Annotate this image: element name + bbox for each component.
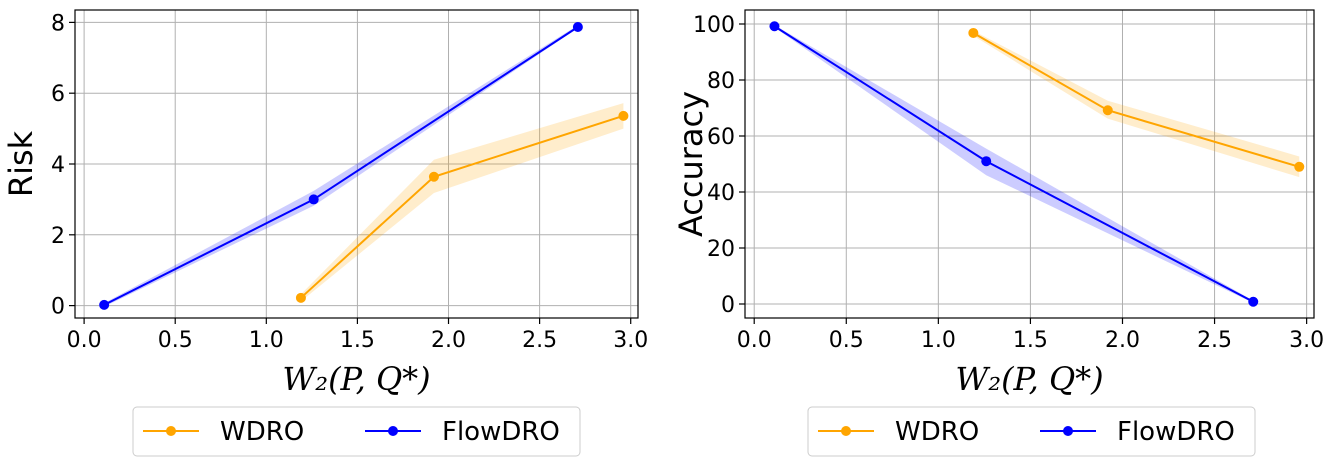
- legend: WDRO FlowDRO: [132, 406, 581, 457]
- axes-frame: [744, 9, 1315, 319]
- confidence-band-flowdro: [104, 25, 578, 307]
- y-tick-label: 2: [51, 224, 65, 249]
- accuracy-chart: 0.0 0.5 1.0 1.5 2.0 2.5 3.0 0 20 40 60 80 100 W₂(P, Q…: [672, 9, 1324, 457]
- data-point-wdro: [295, 292, 306, 303]
- data-point-flowdro: [308, 194, 319, 205]
- y-tick-label: 0: [721, 293, 735, 318]
- y-tick-label: 6: [51, 82, 65, 107]
- y-tick-label: 0: [51, 295, 65, 320]
- data-point-wdro: [1294, 161, 1305, 172]
- x-tick-label: 3.0: [1289, 328, 1324, 353]
- y-tick-label: 40: [707, 181, 735, 206]
- x-tick-label: 1.5: [340, 328, 375, 353]
- x-tick-label: 0.0: [737, 328, 772, 353]
- data-point-flowdro: [572, 21, 583, 32]
- legend-box: [132, 406, 581, 457]
- data-point-flowdro: [99, 299, 110, 310]
- confidence-band-wdro: [973, 30, 1300, 178]
- y-tick-label: 100: [693, 13, 735, 38]
- x-tick-label: 0.5: [158, 328, 193, 353]
- legend-label-flowdro: FlowDRO: [442, 417, 560, 447]
- x-tick-label: 2.5: [1197, 328, 1232, 353]
- data-point-wdro: [618, 110, 629, 121]
- legend-label-wdro: WDRO: [220, 417, 304, 447]
- legend: WDRO FlowDRO: [807, 406, 1256, 457]
- data-point-flowdro: [981, 156, 992, 167]
- x-tick-label: 1.5: [1013, 328, 1048, 353]
- confidence-band-wdro: [300, 103, 624, 302]
- legend-box: [807, 406, 1256, 457]
- y-axis-label: Accuracy: [672, 91, 710, 237]
- legend-marker-flowdro: [1063, 426, 1073, 436]
- x-tick-label: 0.5: [829, 328, 864, 353]
- confidence-band-flowdro: [774, 25, 1254, 303]
- y-tick-label: 4: [51, 153, 65, 178]
- legend-marker-wdro: [166, 426, 176, 436]
- data-point-wdro: [968, 27, 979, 38]
- legend-label-flowdro: FlowDRO: [1117, 417, 1235, 447]
- data-point-flowdro: [1248, 296, 1259, 307]
- x-tick-label: 3.0: [613, 328, 648, 353]
- legend-label-wdro: WDRO: [895, 417, 979, 447]
- data-point-wdro: [1102, 105, 1113, 116]
- y-tick-label: 8: [51, 11, 65, 36]
- legend-marker-wdro: [841, 426, 851, 436]
- y-tick-label: 60: [707, 125, 735, 150]
- x-tick-label: 2.5: [522, 328, 557, 353]
- y-tick-label: 20: [707, 237, 735, 262]
- x-axis-label: W₂(P, Q*): [955, 360, 1103, 398]
- data-point-wdro: [428, 171, 439, 182]
- x-tick-label: 2.0: [1105, 328, 1140, 353]
- risk-chart: 0.0 0.5 1.0 1.5 2.0 2.5 3.0 0 2 4 6 8 W₂(P, Q*) Risk W…: [2, 9, 648, 457]
- x-tick-label: 2.0: [431, 328, 466, 353]
- x-tick-label: 1.0: [921, 328, 956, 353]
- data-point-flowdro: [769, 21, 780, 32]
- x-axis-label: W₂(P, Q*): [282, 360, 430, 398]
- x-tick-label: 1.0: [249, 328, 284, 353]
- legend-marker-flowdro: [388, 426, 398, 436]
- y-axis-label: Risk: [2, 130, 40, 197]
- y-tick-label: 80: [707, 69, 735, 94]
- x-tick-label: 0.0: [67, 328, 102, 353]
